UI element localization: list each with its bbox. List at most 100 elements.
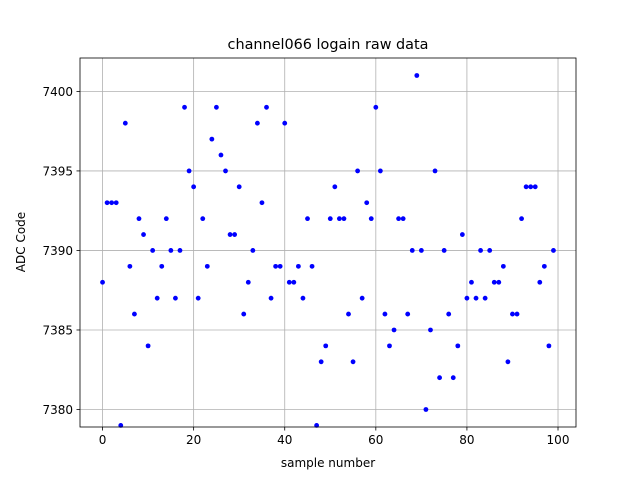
data-point <box>432 168 438 174</box>
data-point <box>145 343 151 349</box>
plot-frame <box>79 57 577 428</box>
data-point <box>227 232 233 237</box>
x-tick-label: 60 <box>368 433 383 447</box>
data-point <box>405 311 411 317</box>
data-point <box>168 248 174 253</box>
data-point <box>532 184 538 190</box>
data-point <box>491 279 497 285</box>
data-point <box>541 263 547 269</box>
data-point <box>551 248 556 253</box>
data-point <box>245 279 251 285</box>
data-point <box>450 375 456 381</box>
data-point <box>305 216 310 222</box>
y-tick-label: 7395 <box>42 164 73 178</box>
data-point <box>350 359 356 365</box>
data-point <box>464 295 470 301</box>
chart-title: channel066 logain raw data <box>228 37 429 53</box>
data-point <box>359 295 365 301</box>
data-point <box>141 232 146 237</box>
y-axis-ticks: 7380 7385 7390 7395 7400 <box>42 85 80 417</box>
data-point <box>414 73 420 78</box>
data-point <box>327 216 333 222</box>
data-point <box>377 168 383 174</box>
data-point <box>214 104 219 110</box>
data-point <box>537 279 543 285</box>
x-tick-label: 0 <box>99 433 107 447</box>
data-point <box>482 295 488 301</box>
data-point <box>204 263 210 269</box>
data-point <box>473 295 479 301</box>
y-axis-label: ADC Code <box>14 212 28 272</box>
data-point <box>113 200 119 206</box>
data-point <box>355 168 361 174</box>
data-point <box>223 168 228 174</box>
data-point <box>346 311 351 317</box>
data-point <box>264 104 269 110</box>
data-point <box>182 104 187 110</box>
grid-lines <box>80 58 576 427</box>
data-point <box>478 248 483 253</box>
data-point <box>295 263 301 269</box>
data-point <box>396 216 401 222</box>
data-point <box>514 311 520 317</box>
data-point <box>177 248 183 253</box>
data-point <box>469 279 474 285</box>
data-point <box>154 295 160 301</box>
y-tick-label: 7385 <box>42 323 73 337</box>
data-point <box>104 200 110 206</box>
y-tick-label: 7400 <box>42 85 73 99</box>
data-point <box>286 279 292 285</box>
data-point <box>100 279 105 285</box>
data-point <box>336 216 342 222</box>
data-point <box>418 248 424 253</box>
data-point <box>273 263 279 269</box>
data-point <box>546 343 552 349</box>
data-point <box>259 200 265 206</box>
data-point <box>364 200 370 206</box>
data-point <box>200 216 206 222</box>
x-tick-label: 80 <box>459 433 474 447</box>
data-point <box>428 327 433 333</box>
data-point <box>109 200 115 206</box>
data-point <box>277 263 283 269</box>
data-point <box>282 120 288 126</box>
data-point <box>400 216 406 222</box>
data-point <box>186 168 192 174</box>
data-point <box>332 184 338 190</box>
x-axis-ticks: 0 20 40 60 80 100 <box>99 427 570 447</box>
data-point <box>300 295 306 301</box>
data-point <box>459 232 465 237</box>
data-point <box>423 407 429 412</box>
data-point <box>236 184 242 190</box>
data-point <box>496 279 502 285</box>
y-tick-label: 7380 <box>42 403 73 417</box>
data-point <box>255 120 260 126</box>
data-point <box>309 263 315 269</box>
data-point <box>455 343 461 349</box>
data-point <box>150 248 156 253</box>
data-points <box>100 73 556 428</box>
data-point <box>391 327 397 333</box>
data-point <box>487 248 493 253</box>
data-point <box>250 248 256 253</box>
data-point <box>368 216 374 222</box>
data-point <box>528 184 534 190</box>
data-point <box>122 120 128 126</box>
data-point <box>373 104 379 110</box>
data-point <box>323 343 329 349</box>
x-tick-label: 40 <box>277 433 292 447</box>
data-point <box>136 216 142 222</box>
data-point <box>441 248 447 253</box>
x-tick-label: 20 <box>186 433 201 447</box>
data-point <box>268 295 274 301</box>
data-point <box>163 216 169 222</box>
data-point <box>382 311 388 317</box>
data-point <box>173 295 178 301</box>
data-point <box>318 359 324 365</box>
data-point <box>191 184 197 190</box>
x-tick-label: 100 <box>547 433 570 447</box>
data-point <box>519 216 524 222</box>
x-axis-label: sample number <box>281 456 375 470</box>
